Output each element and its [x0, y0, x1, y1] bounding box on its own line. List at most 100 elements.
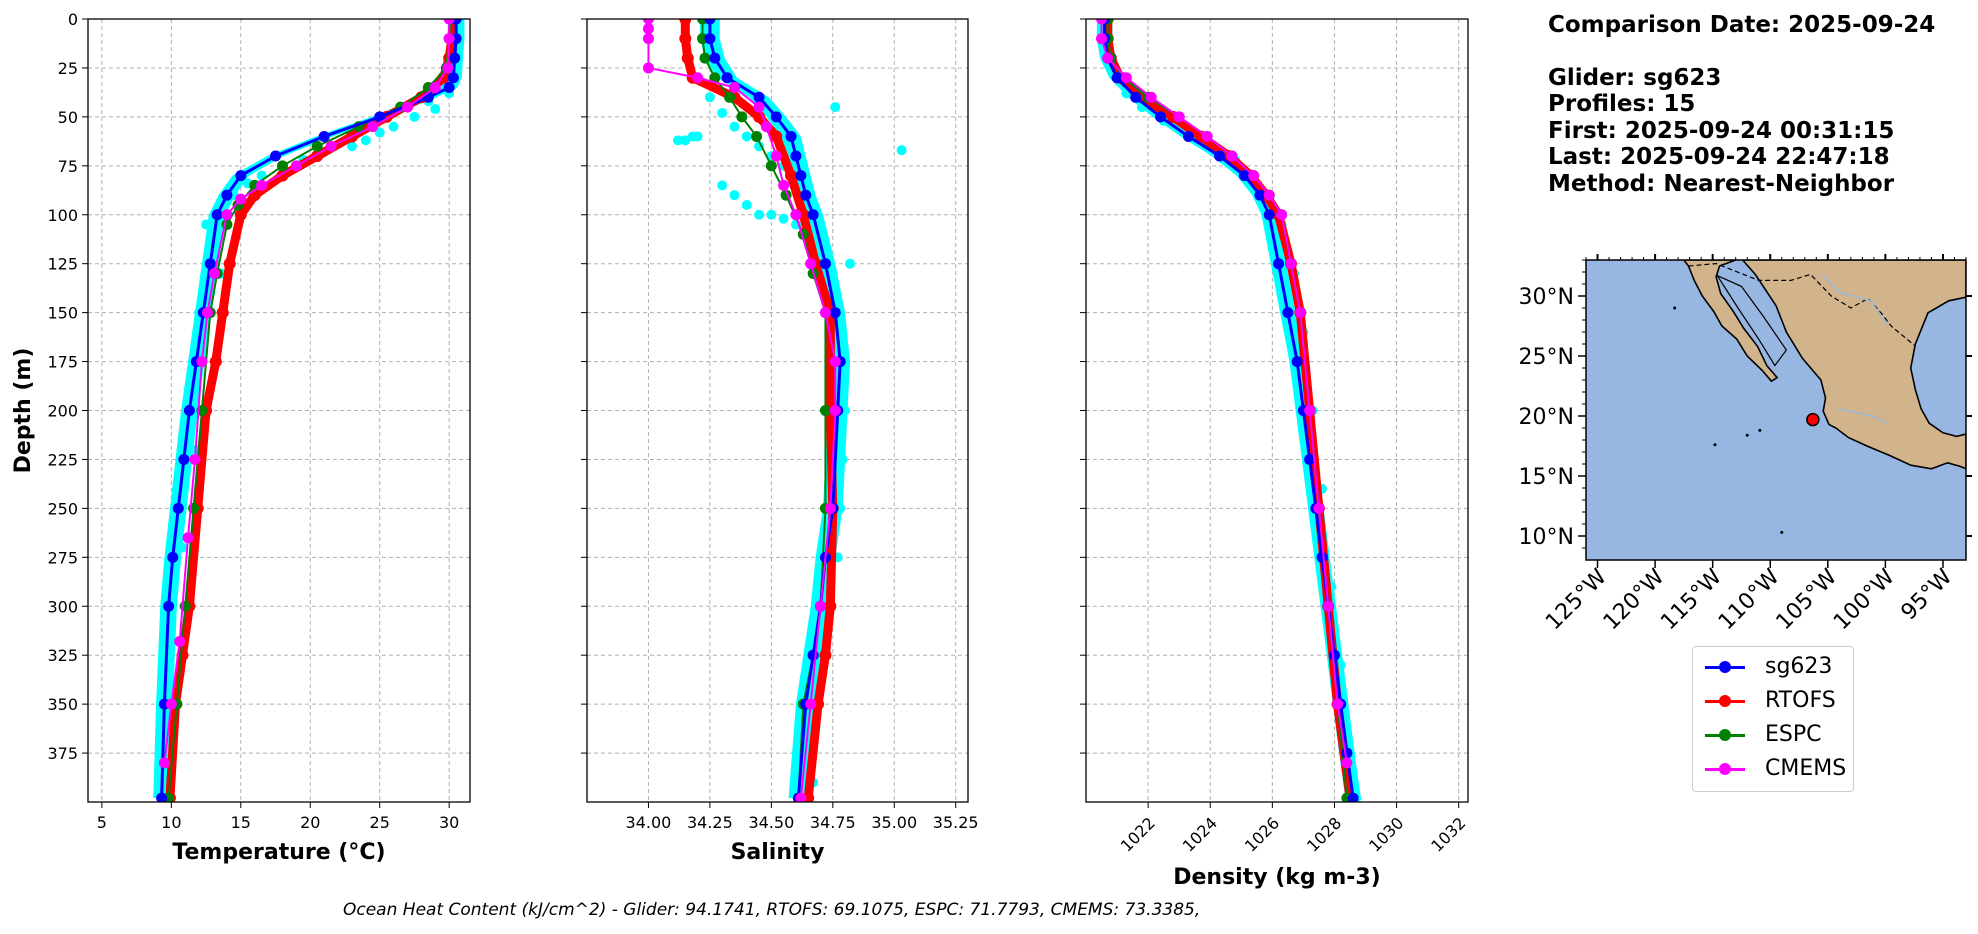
y-tick-label: 175 — [47, 353, 78, 372]
series-point-cmems — [795, 792, 807, 802]
series-point-cmems — [1120, 72, 1132, 84]
panel-density: 1022 1024 1026 1028 1030 1032 Density (kg m-3) — [1080, 18, 1470, 890]
series-point-cmems — [1096, 33, 1108, 45]
y-tick-label: 325 — [47, 646, 78, 665]
series-point-cmems — [201, 307, 213, 319]
y-tick-label: 0 — [68, 10, 78, 29]
series-point-espc — [765, 160, 777, 172]
series-point-cmems — [760, 121, 772, 133]
y-tick-label: 75 — [58, 157, 78, 176]
x-axis-label: Temperature (°C) — [172, 840, 385, 865]
legend-marker — [1719, 729, 1731, 741]
plot-area — [153, 19, 465, 802]
series-point-espc — [724, 91, 736, 103]
legend-marker — [1719, 695, 1731, 707]
series-point-cmems — [1322, 600, 1334, 612]
series-point-sg623 — [178, 453, 190, 465]
method: Method: Nearest-Neighbor — [1548, 170, 1895, 197]
series-point-sg623 — [709, 52, 721, 64]
map-y-tick-label: 15°N — [1519, 465, 1574, 490]
series-point-cmems — [1173, 111, 1185, 123]
y-tick-label: 225 — [47, 450, 78, 469]
scatter-point — [388, 121, 399, 132]
y-tick-label: 200 — [47, 402, 78, 421]
map-x-tick-label: 120°W — [1599, 564, 1670, 635]
series-point-cmems — [805, 698, 817, 710]
y-tick-label: 25 — [58, 59, 78, 78]
series-point-sg623 — [1263, 209, 1275, 221]
series-point-cmems — [165, 698, 177, 710]
map-y-tick-label: 20°N — [1519, 405, 1574, 430]
legend-item-espc: ESPC — [1693, 720, 1853, 750]
island — [1758, 428, 1762, 432]
series-point-cmems — [805, 258, 817, 270]
series-point-sg623 — [204, 258, 216, 270]
series-point-cmems — [221, 209, 233, 221]
y-tick-label: 100 — [47, 206, 78, 225]
series-point-cmems — [1201, 130, 1213, 142]
panel-temperature: 5 10 15 20 25 3002550751001251501752002252502… — [11, 10, 471, 865]
series-point-sg623 — [753, 91, 765, 103]
scatter-point — [729, 121, 740, 132]
grid — [587, 18, 968, 802]
x-tick-label: 15 — [231, 813, 251, 832]
series-point-sg623 — [1282, 307, 1294, 319]
scatter-point — [687, 131, 698, 142]
x-tick-label: 1032 — [1427, 813, 1469, 855]
scatter-point — [374, 127, 385, 138]
y-tick-label: 150 — [47, 304, 78, 323]
series-point-rtofs — [824, 600, 837, 613]
scatter-point — [360, 135, 371, 146]
scatter-point — [845, 258, 856, 269]
series-point-cmems — [829, 405, 841, 416]
series-point-cmems — [1276, 209, 1288, 221]
series-point-sg623 — [156, 792, 168, 802]
series-point-sg623 — [829, 307, 841, 319]
x-tick-label: 1024 — [1179, 813, 1221, 855]
y-tick-label: 300 — [47, 597, 78, 616]
series-point-cmems — [819, 307, 831, 319]
series-point-cmems — [1285, 258, 1297, 270]
x-tick-label: 1028 — [1303, 813, 1345, 855]
country-border — [1688, 262, 1915, 346]
series-point-sg623 — [172, 502, 184, 514]
series-point-sg623 — [1214, 150, 1226, 162]
map-area — [1586, 260, 1966, 560]
series-point-cmems — [642, 62, 654, 74]
series-point-sg623 — [235, 170, 247, 182]
series-point-cmems — [815, 600, 827, 612]
grid — [88, 18, 470, 802]
y-tick-label: 250 — [47, 499, 78, 518]
series-point-sg623 — [318, 130, 330, 142]
series-point-sg623 — [1304, 453, 1316, 465]
x-tick-label: 35.00 — [871, 813, 917, 832]
scatter-point — [766, 209, 777, 220]
series-point-cmems — [642, 19, 654, 25]
y-tick-label: 350 — [47, 695, 78, 714]
legend-label: RTOFS — [1765, 688, 1836, 713]
series-point-sg623 — [819, 258, 831, 270]
scatter-point — [430, 104, 441, 115]
grid — [1086, 18, 1468, 802]
legend-marker — [1719, 661, 1731, 673]
series-point-cmems — [753, 101, 765, 113]
scatter-point — [346, 141, 357, 152]
series-point-espc — [311, 140, 323, 152]
series-point-espc — [709, 72, 721, 84]
series-point-cmems — [325, 140, 337, 152]
scatter-point — [741, 199, 752, 210]
series-point-sg623 — [1347, 792, 1359, 802]
x-tick-label: 34.75 — [810, 813, 856, 832]
x-tick-label: 1030 — [1365, 813, 1407, 855]
series-point-cmems — [290, 160, 302, 172]
scatter-point — [672, 135, 683, 146]
x-tick-label: 34.25 — [687, 813, 733, 832]
series-point-sg623 — [374, 111, 386, 123]
series-point-cmems — [778, 179, 790, 191]
series-point-cmems — [256, 179, 268, 191]
gulf-of-california — [1715, 274, 1788, 367]
map-y-tick-label: 30°N — [1519, 285, 1574, 310]
series-point-sg623 — [721, 72, 733, 84]
